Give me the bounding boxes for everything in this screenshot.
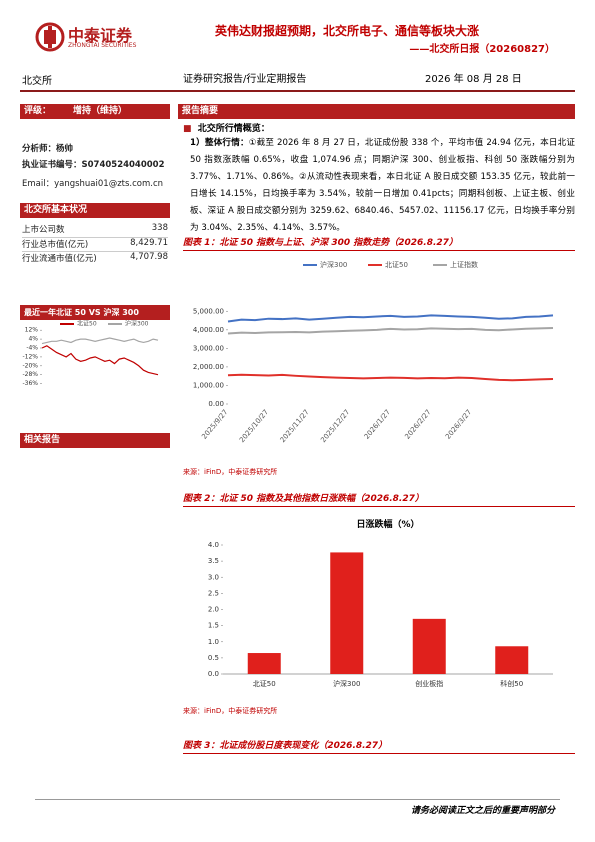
chart-bar: 最近一年北证 50 VS 沪深 300 xyxy=(20,305,170,320)
figure-title: 图表 2：北证 50 指数及其他指数日涨跌幅（2026.8.27） xyxy=(183,492,575,507)
x-tick-label: 沪深300 xyxy=(333,679,360,688)
y-tick-label: 3.5 xyxy=(208,557,219,565)
x-tick-label: 北证50 xyxy=(253,680,276,688)
line-series xyxy=(227,314,554,323)
header-rule xyxy=(20,90,575,92)
line-series xyxy=(227,326,554,335)
basics-label: 行业流通市值(亿元) xyxy=(22,254,97,264)
y-tick-label: 3.0 xyxy=(208,573,219,581)
basics-value: 4,707.98 xyxy=(130,252,168,262)
y-tick-label: 1,000.00 xyxy=(193,381,224,389)
figure-title: 图表 3：北证成份股日度表现变化（2026.8.27） xyxy=(183,739,575,754)
logo-text: 中泰证券 xyxy=(68,26,133,45)
basics-value: 338 xyxy=(151,223,168,233)
x-tick-label: 创业板指 xyxy=(415,679,443,688)
figure-source: 来源：iFinD，中泰证券研究所 xyxy=(183,707,278,715)
y-tick-label: -28% xyxy=(22,371,38,378)
y-tick-label: 4,000.00 xyxy=(193,326,224,334)
y-tick-label: 0.00 xyxy=(208,400,224,408)
summary-text: ①截至 2026 年 8 月 27 日，北证成份股 338 个，平均市值 24.… xyxy=(190,138,575,233)
sidebar-chart: 12% 4% -4%-12% -20% -28% -36% 北证50 沪深300 xyxy=(22,320,159,387)
rating-bar: 评级： 增持（维持） xyxy=(20,104,170,119)
y-tick-label: 12% xyxy=(25,327,39,334)
legend-label: 沪深300 xyxy=(125,320,149,328)
y-tick-label: 4.0 xyxy=(208,541,219,549)
figure-source: 来源：iFinD，中泰证券研究所 xyxy=(183,468,278,476)
email: Email：yangshuai01@zts.com.cn xyxy=(22,179,164,189)
figure-title: 图表 1：北证 50 指数与上证、沪深 300 指数走势（2026.8.27） xyxy=(183,236,575,251)
y-tick-label: 5,000.00 xyxy=(193,307,224,315)
basics-row: 上市公司数 338 xyxy=(22,223,168,235)
sector: 北交所 xyxy=(22,76,52,87)
y-tick-label: -12% xyxy=(22,353,38,360)
legend-label: 上证指数 xyxy=(450,260,478,269)
logo-icon xyxy=(35,22,65,52)
figure-1-chart: 0.00 1,000.00 2,000.00 3,000.00 4,000.00 5,00… xyxy=(193,260,554,444)
report-type: 证券研究报告/行业定期报告 xyxy=(183,74,307,85)
basics-row: 行业流通市值(亿元) 4,707.98 xyxy=(22,251,168,264)
y-tick-label: -20% xyxy=(22,362,38,369)
x-tick-label: 2025/11/27 xyxy=(279,408,311,444)
section-head: ■ 北交所行情概览： xyxy=(183,124,270,134)
y-tick-label: 0.5 xyxy=(208,654,219,662)
x-tick-label: 2026/3/27 xyxy=(444,408,473,441)
logo-en: ZHONGTAI SECURITIES xyxy=(68,42,137,49)
analyst: 分析师：杨帅 xyxy=(22,144,74,154)
footer-rule xyxy=(35,799,560,800)
y-tick-label: 0.0 xyxy=(208,670,219,678)
footer: 请务必阅读正文之后的重要声明部分 xyxy=(410,806,555,816)
y-tick-label: 2,000.00 xyxy=(193,363,224,371)
line-series xyxy=(41,337,159,345)
x-tick-label: 2025/10/27 xyxy=(238,408,270,444)
rating: 增持（维持） xyxy=(73,106,128,116)
chart-title: 日涨跌幅（%） xyxy=(356,518,419,530)
summary-bar: 报告摘要 xyxy=(178,104,575,119)
line-series xyxy=(41,345,159,376)
y-tick-label: 1.0 xyxy=(208,638,219,646)
bar xyxy=(330,552,364,674)
bar xyxy=(412,618,446,674)
legend-label: 北证50 xyxy=(385,261,408,269)
basics-value: 8,429.71 xyxy=(130,238,168,248)
figure-2-chart: 日涨跌幅（%） 0.0 0.5 1.0 1.5 2.0 2.5 3.0 3.5 4.0 北证50 沪深… xyxy=(208,518,553,688)
y-tick-label: 2.0 xyxy=(208,606,219,614)
legend-label: 北证50 xyxy=(77,320,97,328)
x-tick-label: 科创50 xyxy=(500,679,523,688)
x-tick-label: 2025/9/27 xyxy=(200,408,229,441)
license: 执业证书编号：S0740524040002 xyxy=(22,160,165,170)
legend-label: 沪深300 xyxy=(320,260,347,269)
bar xyxy=(247,653,281,674)
summary-paragraph: 1）整体行情：①截至 2026 年 8 月 27 日，北证成份股 338 个，平… xyxy=(190,135,575,237)
basics-label: 行业总市值(亿元) xyxy=(22,240,89,250)
line-series xyxy=(227,373,554,382)
y-tick-label: -4% xyxy=(26,345,38,352)
related-bar: 相关报告 xyxy=(20,433,170,448)
summary-lead: 1）整体行情： xyxy=(190,138,249,148)
x-tick-label: 2025/12/27 xyxy=(319,408,351,444)
x-tick-label: 2026/1/27 xyxy=(363,408,392,441)
basics-row: 行业总市值(亿元) 8,429.71 xyxy=(22,237,168,250)
report-subtitle: ——北交所日报（20260827） xyxy=(409,44,555,55)
report-date: 2026 年 08 月 28 日 xyxy=(425,74,522,85)
report-title: 英伟达财报超预期，北交所电子、通信等板块大涨 xyxy=(215,24,480,38)
y-tick-label: 4% xyxy=(28,336,38,343)
y-tick-label: -36% xyxy=(22,380,38,387)
bar xyxy=(495,646,529,674)
section-title: 北交所行情概览： xyxy=(197,124,270,134)
x-tick-label: 2026/2/27 xyxy=(403,408,432,441)
basics-label: 上市公司数 xyxy=(22,225,65,235)
rating-label: 评级： xyxy=(24,106,52,116)
y-tick-label: 1.5 xyxy=(208,622,219,630)
y-tick-label: 3,000.00 xyxy=(193,344,224,352)
basics-bar: 北交所基本状况 xyxy=(20,203,170,218)
y-tick-label: 2.5 xyxy=(208,589,219,597)
